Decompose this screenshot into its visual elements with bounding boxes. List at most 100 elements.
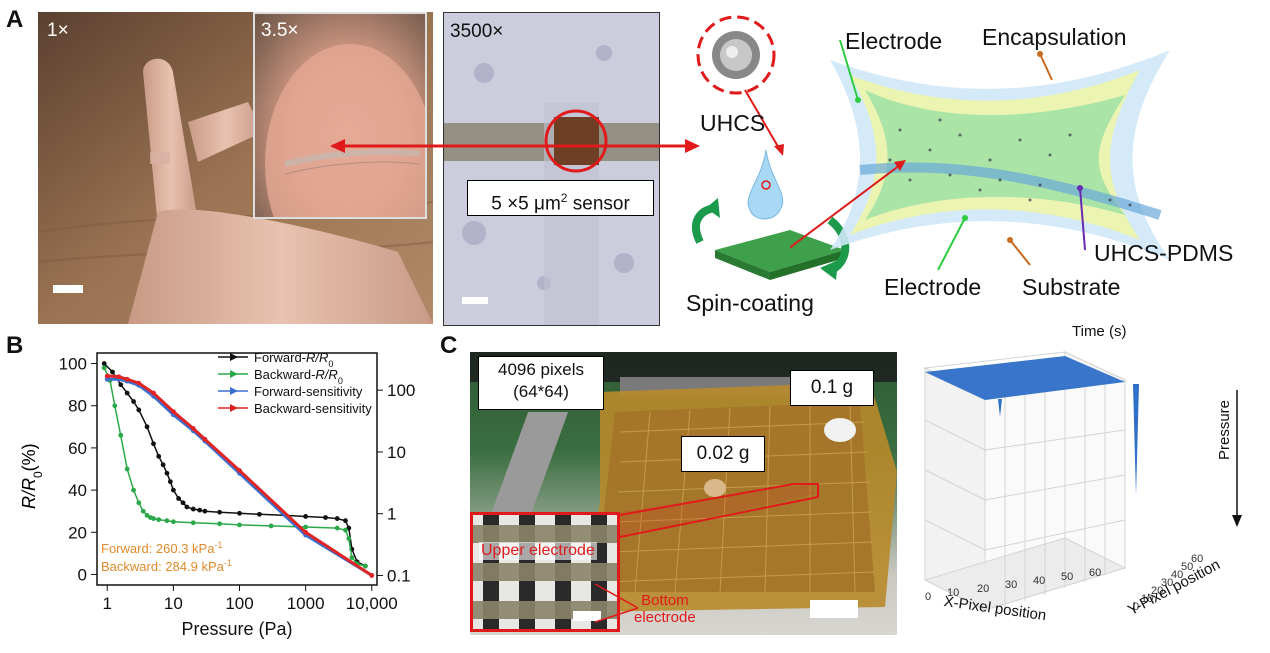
x-tick-30: 30: [1005, 579, 1017, 591]
series-3-point: [303, 529, 309, 535]
y-tick-label: 0: [78, 565, 87, 584]
x-axis-title: Pressure (Pa): [181, 619, 292, 639]
y-tick-50: 50: [1181, 561, 1193, 573]
x-tick-label: 10: [164, 594, 183, 613]
series-3-point: [151, 390, 156, 396]
bottom-electrode-pointers: [594, 583, 639, 623]
series-0-point: [237, 510, 242, 516]
spin-substrate: [715, 230, 845, 272]
series-0-point: [164, 470, 170, 476]
series-0-point: [303, 514, 309, 519]
sensor-label-sup: 2: [560, 191, 568, 205]
bottom-electrode-label: Bottom electrode: [634, 592, 696, 626]
y2-tick-label: 1: [387, 505, 396, 524]
series-0-point: [257, 511, 262, 517]
pixel-grid-size: (64*64): [513, 382, 569, 401]
y2-tick-label: 0.1: [387, 566, 411, 585]
series-1-point: [362, 563, 368, 569]
pressure-spike-large: [1133, 384, 1139, 496]
plot-frame: [96, 352, 378, 586]
rotation-arrow-left: [692, 204, 716, 244]
zoom-label-1x: 1×: [47, 20, 69, 41]
sensor-label: 5 ×5 μm: [491, 193, 561, 215]
annotation-forward-sensitivity: Forward: 260.3 kPa-1: [101, 540, 222, 556]
series-0-point: [136, 407, 142, 413]
x-tick-20: 20: [977, 583, 989, 595]
series-0-point: [197, 507, 203, 513]
legend-marker-3: [230, 404, 238, 412]
substrate-label: Substrate: [1022, 274, 1121, 300]
zoom-label-3-5x: 3.5×: [261, 20, 299, 41]
x-tick-0: 0: [925, 591, 931, 603]
y-tick-label: 60: [68, 439, 87, 458]
series-3-point: [202, 436, 208, 442]
series-3-point: [124, 376, 130, 382]
series-3-point: [170, 409, 176, 414]
weight-heavy-label: 0.1 g: [790, 370, 874, 406]
series-0-point: [151, 441, 156, 447]
series-0-point: [160, 462, 166, 468]
series-2-point: [104, 376, 110, 382]
sensor-label-suffix: sensor: [567, 193, 630, 215]
uhcs-particle: [712, 31, 760, 79]
series-1-point: [217, 521, 222, 527]
x-tick-label: 100: [225, 594, 253, 613]
uhcs-dashed-circle: [696, 15, 776, 95]
y-tick-30: 30: [1161, 577, 1173, 589]
x-tick-10: 10: [947, 587, 959, 599]
panel-letter-c: C: [440, 332, 458, 359]
droplet: [747, 149, 784, 220]
series-1-point: [136, 500, 142, 506]
upper-electrode-label: Upper electrode: [479, 542, 597, 560]
microscope-illustration: [444, 13, 659, 325]
fingertip-illustration: [265, 44, 425, 217]
series-0-point: [217, 509, 222, 515]
y-tick-label: 40: [68, 481, 87, 500]
series-3-point: [237, 468, 242, 473]
pressure-spike-small: [998, 399, 1002, 417]
x-tick-60: 60: [1089, 567, 1101, 579]
sensor-highlight-circle: [544, 109, 608, 173]
x-tick-50: 50: [1061, 571, 1073, 583]
series-1-point: [112, 403, 118, 409]
series-0-point: [167, 479, 173, 485]
legend-marker-0: [230, 353, 238, 361]
y-tick-label: 20: [68, 523, 87, 542]
series-0-point: [118, 382, 124, 388]
series-1-point: [170, 519, 176, 525]
device-schematic: [790, 40, 1170, 270]
y-tick-label: 80: [68, 397, 87, 416]
uhcs-label: UHCS: [700, 110, 766, 136]
series-3-point: [104, 373, 110, 379]
encapsulation-label: Encapsulation: [982, 24, 1127, 50]
electrode-top-label: Electrode: [845, 28, 943, 54]
legend-marker-2: [230, 387, 238, 395]
zoom-label-3500x: 3500×: [450, 21, 504, 42]
arrow-head-right: [685, 139, 700, 153]
y2-tick-label: 100: [387, 381, 415, 400]
series-1-point: [151, 516, 156, 521]
series-0-point: [110, 369, 115, 375]
series-1-point: [268, 523, 274, 529]
series-0-point: [343, 518, 348, 524]
electrode-bottom-label: Electrode: [884, 274, 982, 300]
series-1-point: [303, 524, 309, 530]
pixel-count: 4096 pixels: [497, 360, 584, 379]
series-0-point: [156, 453, 162, 459]
series-0-point: [176, 496, 182, 501]
pressure-map-3d-plot: 0 10 20 30 40 50 60 0 10 20 30 40 50 60: [923, 351, 1242, 613]
series-1-point: [156, 517, 162, 523]
arrow-head-left: [330, 139, 345, 153]
series-1-point: [190, 520, 196, 526]
series-0-point: [334, 516, 340, 521]
weight-light-label: 0.02 g: [681, 436, 765, 472]
finger-photo: 1× 3.5×: [38, 12, 433, 324]
scale-bar: [462, 297, 488, 304]
bottom-electrode-line2: electrode: [634, 609, 696, 626]
legend-label-0: Forward-R/R0: [254, 350, 333, 369]
microscope-photo: 3500×: [443, 12, 660, 326]
fingertip-inset: 3.5×: [253, 12, 427, 219]
series-0-point: [180, 500, 186, 506]
series-3-point: [190, 426, 196, 431]
time-axis-label: Time (s): [1072, 323, 1127, 340]
